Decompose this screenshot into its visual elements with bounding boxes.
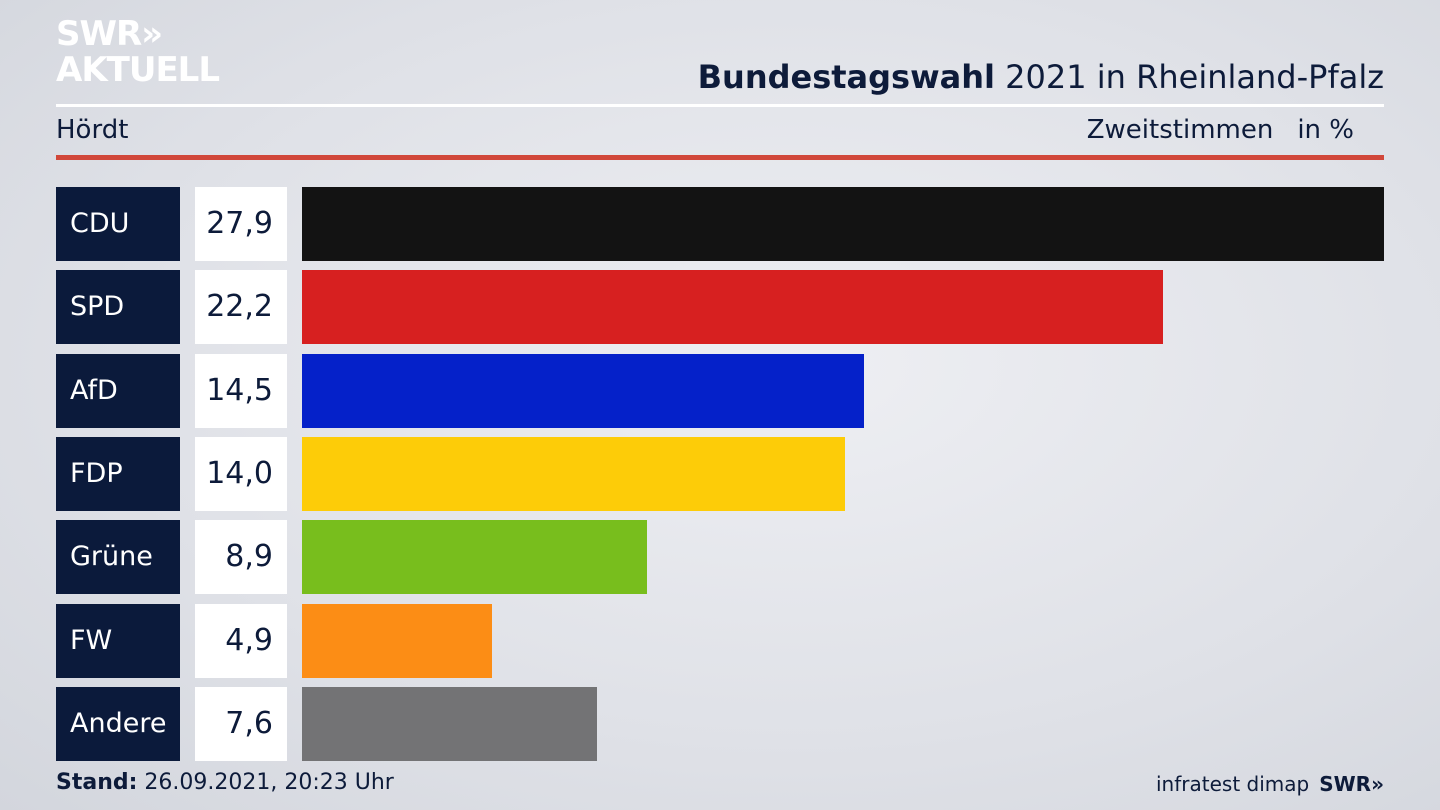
chart-title-rest: 2021 in Rheinland-Pfalz [995, 58, 1384, 96]
chart-title-bold: Bundestagswahl [697, 58, 995, 96]
bar [302, 520, 647, 594]
party-label: FW [56, 604, 180, 678]
bar [302, 270, 1163, 344]
value-label: 27,9 [195, 187, 287, 261]
value-label: 14,0 [195, 437, 287, 511]
bar [302, 354, 864, 428]
value-label: 4,9 [195, 604, 287, 678]
source-label: infratest dimap [1156, 772, 1310, 796]
unit-label: in % [1297, 115, 1354, 145]
party-label: SPD [56, 270, 180, 344]
measure-label: Zweitstimmen [1086, 115, 1274, 145]
chart-title: Bundestagswahl 2021 in Rheinland-Pfalz [698, 58, 1384, 96]
source-credit: infratest dimap SWR» [1156, 772, 1384, 796]
region-label: Hördt [56, 115, 129, 145]
party-label: Grüne [56, 520, 180, 594]
swr-footer-logo: SWR» [1319, 772, 1384, 796]
measure-heading: Zweitstimmen in % [1087, 115, 1354, 145]
swr-aktuell-logo: SWR» AKTUELL [56, 14, 220, 90]
bar [302, 687, 597, 761]
timestamp-value: 26.09.2021, 20:23 Uhr [137, 770, 394, 795]
bar [302, 604, 492, 678]
party-label: CDU [56, 187, 180, 261]
timestamp-label: Stand: [56, 770, 138, 795]
logo-line-2: AKTUELL [56, 50, 220, 90]
timestamp: Stand: 26.09.2021, 20:23 Uhr [56, 770, 394, 795]
value-label: 14,5 [195, 354, 287, 428]
bar [302, 437, 845, 511]
value-label: 8,9 [195, 520, 287, 594]
header-divider [56, 104, 1384, 107]
accent-divider [56, 155, 1384, 160]
logo-line-1: SWR» [56, 14, 163, 54]
value-label: 7,6 [195, 687, 287, 761]
party-label: FDP [56, 437, 180, 511]
value-label: 22,2 [195, 270, 287, 344]
party-label: AfD [56, 354, 180, 428]
party-label: Andere [56, 687, 180, 761]
bar [302, 187, 1384, 261]
